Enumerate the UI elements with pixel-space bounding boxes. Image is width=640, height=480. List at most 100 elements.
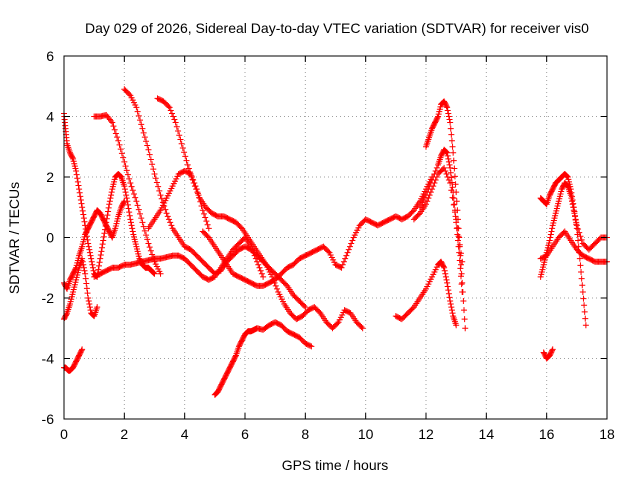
data-point: [203, 218, 210, 225]
data-point: [188, 174, 195, 180]
data-point: [448, 187, 455, 194]
data-point: [445, 177, 452, 184]
data-point: [433, 164, 440, 171]
data-point: [140, 223, 147, 230]
data-point: [139, 125, 146, 132]
data-point: [129, 187, 136, 194]
data-point: [100, 233, 107, 240]
data-point: [165, 103, 172, 110]
data-point: [569, 201, 576, 208]
data-point: [158, 195, 165, 202]
data-point: [79, 207, 86, 214]
data-point: [273, 285, 280, 292]
data-point: [579, 288, 586, 295]
data-point: [447, 125, 454, 132]
data-point: [567, 192, 574, 199]
data-point: [440, 263, 447, 270]
data-point: [144, 236, 151, 243]
data-point: [112, 130, 119, 137]
data-point: [134, 202, 141, 209]
data-point: [577, 262, 584, 269]
data-point: [80, 215, 87, 222]
data-point: [83, 285, 90, 292]
data-point: [579, 282, 586, 289]
data-point: [424, 198, 431, 205]
data-point: [72, 265, 79, 272]
data-point: [451, 201, 458, 208]
data-point: [149, 161, 156, 168]
data-point: [90, 267, 97, 274]
series-track-b: [61, 198, 128, 292]
data-point: [168, 110, 175, 117]
data-point: [344, 249, 351, 256]
data-point: [123, 195, 130, 202]
data-point: [232, 353, 239, 360]
data-point: [175, 128, 182, 135]
data-point: [415, 211, 422, 218]
data-point: [249, 246, 256, 253]
data-point: [348, 240, 355, 247]
series-track-o: [392, 258, 460, 329]
data-point: [576, 255, 583, 262]
x-tick-label: 14: [479, 426, 495, 442]
data-point: [81, 218, 88, 225]
data-point: [457, 261, 464, 268]
data-point: [346, 243, 353, 250]
data-point: [76, 186, 83, 193]
data-point: [449, 184, 456, 191]
data-point: [126, 91, 133, 98]
data-point: [307, 342, 314, 349]
data-point: [563, 181, 570, 188]
data-point: [117, 146, 124, 153]
data-point: [423, 201, 429, 208]
data-point: [451, 209, 458, 216]
data-point: [95, 262, 102, 269]
data-point: [338, 264, 345, 271]
data-point: [325, 248, 332, 255]
data-point: [98, 248, 105, 255]
data-point: [78, 200, 85, 207]
series-track-n: [410, 164, 466, 265]
data-point: [103, 215, 110, 222]
data-point: [446, 116, 453, 123]
data-point: [75, 182, 82, 189]
data-point: [432, 167, 439, 174]
data-point: [176, 132, 183, 139]
data-point: [461, 316, 468, 323]
data-point: [447, 119, 454, 126]
data-point: [73, 167, 80, 174]
data-point: [358, 324, 365, 331]
data-point: [549, 225, 556, 232]
data-point: [121, 158, 128, 165]
data-point: [137, 117, 144, 124]
data-point: [156, 187, 163, 194]
data-point: [144, 142, 151, 149]
data-point: [187, 170, 194, 177]
data-point: [127, 219, 134, 226]
data-point: [157, 270, 164, 277]
data-point: [549, 346, 556, 353]
data-point: [151, 270, 158, 277]
data-point: [181, 149, 188, 156]
data-point: [454, 224, 461, 231]
data-point: [139, 219, 146, 226]
data-point: [166, 104, 173, 111]
y-tick-label: 4: [46, 109, 54, 125]
data-point: [79, 346, 86, 353]
data-point: [548, 228, 555, 235]
data-point: [107, 195, 114, 202]
data-point: [85, 240, 92, 247]
data-point: [457, 250, 464, 257]
data-point: [129, 225, 136, 232]
data-point: [302, 304, 309, 311]
data-point: [581, 302, 588, 309]
data-point: [151, 170, 158, 177]
data-point: [86, 249, 93, 256]
data-point: [108, 192, 115, 199]
data-point: [126, 175, 133, 182]
data-point: [445, 113, 452, 120]
data-point: [84, 236, 91, 243]
data-point: [96, 259, 103, 266]
